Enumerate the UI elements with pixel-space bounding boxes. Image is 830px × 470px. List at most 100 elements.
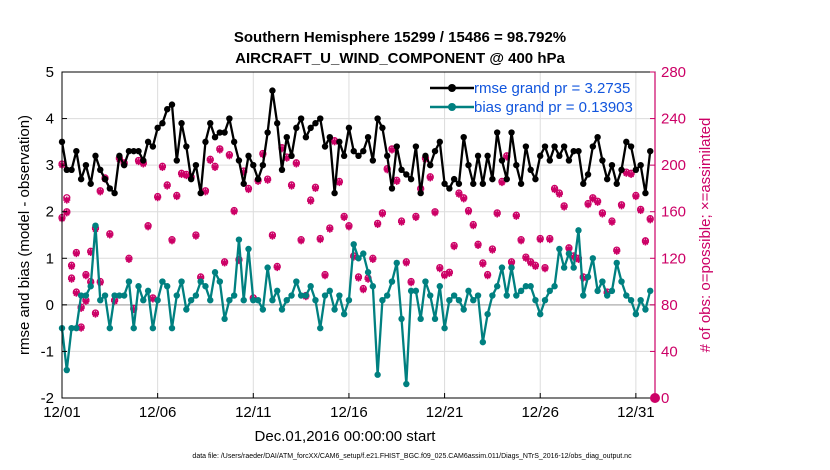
- rmse-point: [269, 87, 276, 94]
- assimilated-point: [374, 221, 382, 229]
- assimilated-point: [125, 255, 133, 263]
- assimilated-point: [398, 218, 406, 226]
- rmse-point: [288, 152, 295, 160]
- assimilated-point: [273, 264, 281, 272]
- assimilated-point: [402, 259, 410, 267]
- y2-tick-label: 240: [661, 111, 686, 128]
- rmse-point: [489, 175, 496, 183]
- rmse-point: [369, 157, 377, 164]
- axis-ticks: 12/01 12/06 12/11 12/16 12/21 12/26 12/31 -2 -1 0…: [41, 64, 686, 421]
- y-tick-label: 4: [46, 111, 54, 128]
- y2-tick-label: 120: [661, 250, 686, 267]
- bias-point: [355, 255, 362, 262]
- rmse-point: [192, 161, 200, 169]
- bias-series: [58, 222, 654, 388]
- bias-point: [63, 366, 70, 374]
- assimilated-point: [211, 163, 219, 171]
- rmse-point: [460, 134, 467, 141]
- assimilated-point: [68, 275, 76, 283]
- assimilated-point: [192, 232, 200, 240]
- bias-point: [73, 324, 80, 332]
- rmse-point: [584, 171, 592, 178]
- bias-point: [125, 278, 133, 285]
- rmse-point: [388, 185, 396, 192]
- bias-point: [321, 292, 329, 299]
- rmse-point: [207, 120, 214, 127]
- bias-point: [623, 292, 630, 299]
- rmse-point: [647, 147, 654, 155]
- rmse-point: [211, 134, 219, 141]
- bias-point: [130, 324, 137, 332]
- rmse-point: [589, 143, 597, 150]
- assimilated-point: [517, 237, 525, 245]
- bias-point: [503, 292, 510, 299]
- assimilated-point: [412, 214, 420, 222]
- bias-point: [546, 287, 553, 295]
- bias-point: [522, 283, 530, 290]
- rmse-point: [164, 106, 171, 113]
- bias-point: [565, 250, 573, 257]
- rmse-point: [321, 143, 329, 150]
- bias-point: [264, 264, 271, 271]
- assimilated-point: [154, 194, 162, 202]
- y-tick-label: 0: [46, 297, 54, 314]
- assimilated-point: [484, 272, 492, 280]
- bias-point: [570, 264, 577, 271]
- rmse-point: [302, 134, 310, 141]
- assimilated-point: [627, 170, 635, 178]
- assimilated-point: [230, 208, 238, 216]
- assimilated-point: [546, 236, 554, 244]
- bias-point: [211, 269, 219, 276]
- bias-point: [230, 292, 238, 299]
- rmse-point: [144, 138, 152, 146]
- assimilated-point: [369, 255, 377, 263]
- bias-point: [216, 278, 224, 285]
- bias-point: [254, 297, 262, 304]
- assimilated-point: [555, 190, 563, 198]
- legend-rmse-label: rmse grand pr = 3.2735: [474, 80, 630, 97]
- rmse-point: [508, 129, 515, 136]
- rmse-point: [355, 152, 362, 160]
- bias-point: [140, 297, 147, 304]
- assimilated-point: [72, 289, 80, 297]
- bias-point: [350, 241, 357, 248]
- rmse-point: [259, 161, 267, 169]
- bias-point: [580, 292, 587, 299]
- assimilated-point: [646, 216, 654, 224]
- bias-point: [87, 283, 94, 290]
- rmse-point: [230, 138, 238, 146]
- x-tick-label: 12/26: [521, 404, 559, 421]
- x-tick-label: 12/11: [235, 404, 271, 421]
- assimilated-point: [536, 236, 544, 244]
- bias-point: [541, 297, 549, 304]
- rmse-point: [484, 152, 491, 160]
- rmse-point: [274, 120, 281, 127]
- y-tick-label: 2: [46, 204, 54, 221]
- y2-axis-origin-marker: [650, 393, 660, 403]
- assimilated-point: [445, 269, 453, 277]
- bias-point: [479, 338, 487, 346]
- bias-point: [417, 315, 424, 323]
- bias-point: [627, 297, 635, 304]
- rmse-point: [297, 115, 305, 122]
- bias-point: [632, 310, 640, 318]
- bias-point: [345, 297, 353, 304]
- bias-point: [412, 287, 420, 295]
- x-tick-label: 12/31: [617, 404, 655, 421]
- bias-point: [274, 287, 281, 295]
- bias-point: [403, 380, 410, 388]
- grid: [61, 71, 655, 399]
- rmse-point: [412, 143, 420, 150]
- assimilated-point: [359, 286, 367, 294]
- bias-point: [207, 297, 214, 304]
- bias-point: [427, 292, 434, 299]
- assimilated-point: [522, 254, 530, 262]
- rmse-point: [326, 134, 334, 141]
- assimilated-point: [594, 198, 602, 206]
- bias-point: [307, 283, 314, 290]
- rmse-point: [422, 152, 429, 160]
- rmse-point: [183, 143, 190, 150]
- assimilated-point: [541, 265, 549, 273]
- rmse-point: [245, 152, 252, 160]
